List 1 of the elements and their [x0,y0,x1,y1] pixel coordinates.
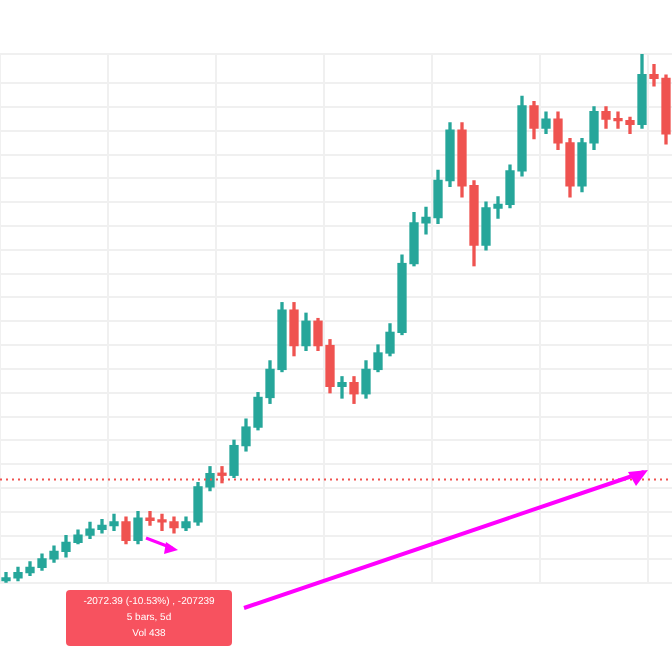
candlestick [337,376,347,399]
